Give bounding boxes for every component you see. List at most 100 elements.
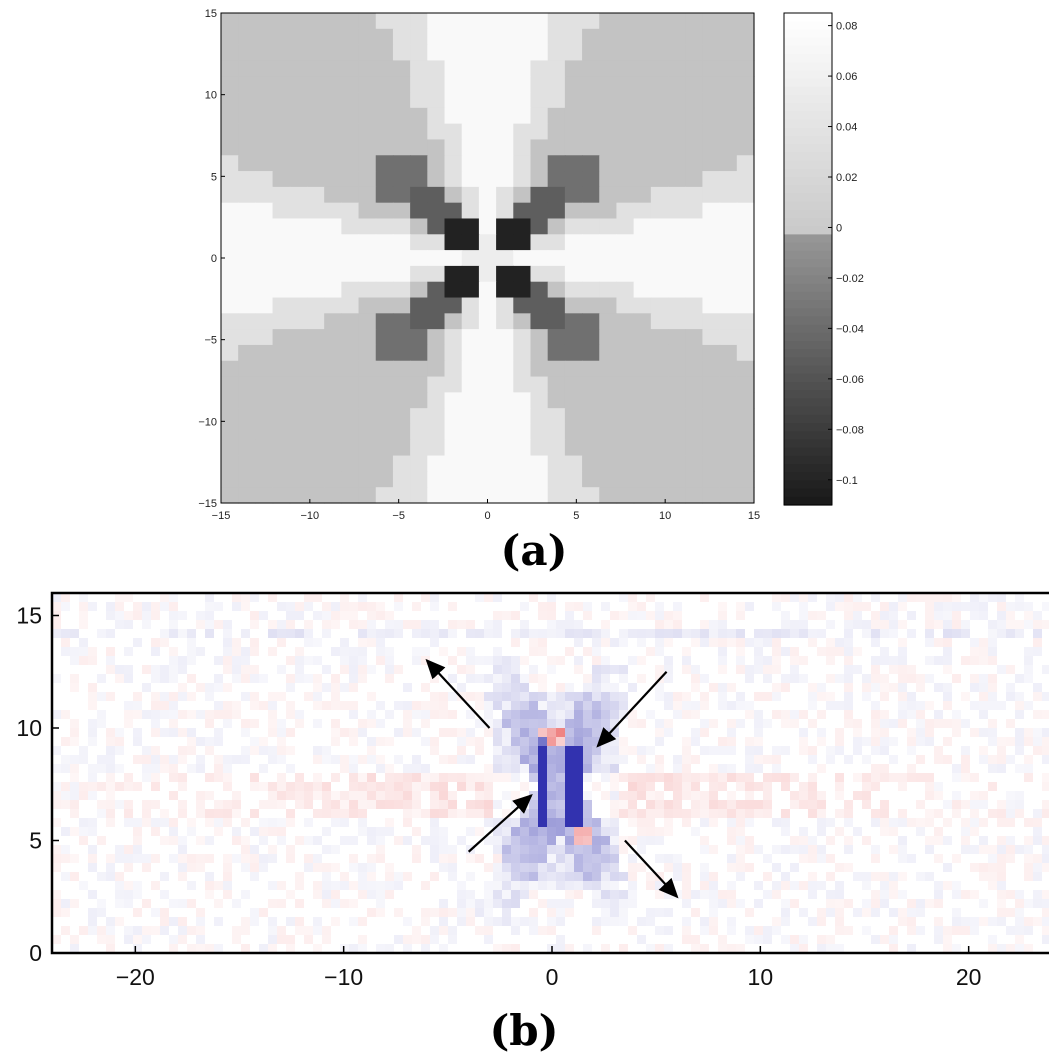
heatmap-cell: [736, 471, 755, 488]
heatmap-cell: [650, 234, 669, 251]
heatmap-cell: [306, 202, 325, 220]
heatmap-cell: [610, 710, 619, 719]
heatmap-cell: [646, 908, 655, 917]
heatmap-cell: [564, 344, 583, 362]
heatmap-cell: [513, 155, 532, 172]
heatmap-cell: [187, 710, 196, 719]
heatmap-cell: [466, 629, 475, 638]
heatmap-cell: [1033, 872, 1042, 881]
heatmap-cell: [1024, 926, 1033, 935]
heatmap-cell: [196, 755, 205, 764]
heatmap-cell: [322, 881, 331, 890]
heatmap-cell: [324, 202, 342, 220]
heatmap-cell: [238, 28, 256, 46]
heatmap-cell: [169, 773, 178, 782]
panel-a-heatmap-cells: [221, 13, 755, 504]
heatmap-cell: [582, 392, 600, 409]
heatmap-cell: [583, 809, 592, 818]
heatmap-cell: [582, 107, 600, 125]
heatmap-cell: [375, 234, 394, 251]
heatmap-cell: [484, 719, 493, 728]
heatmap-cell: [430, 791, 439, 800]
heatmap-cell: [151, 908, 160, 917]
heatmap-cell: [547, 611, 556, 620]
heatmap-cell: [979, 710, 988, 719]
heatmap-cell: [736, 656, 745, 665]
heatmap-cell: [255, 344, 274, 362]
heatmap-cell: [745, 701, 754, 710]
heatmap-cell: [685, 329, 704, 346]
heatmap-cell: [457, 890, 466, 899]
heatmap-cell: [439, 899, 448, 908]
heatmap-cell: [223, 683, 232, 692]
heatmap-cell: [250, 773, 259, 782]
heatmap-cell: [295, 647, 304, 656]
heatmap-cell: [221, 487, 239, 504]
heatmap-cell: [151, 800, 160, 809]
heatmap-cell: [70, 737, 79, 746]
heatmap-cell: [478, 155, 497, 172]
heatmap-cell: [754, 764, 763, 773]
heatmap-cell: [772, 773, 781, 782]
heatmap-cell: [988, 782, 997, 791]
heatmap-cell: [646, 773, 655, 782]
heatmap-cell: [835, 746, 844, 755]
heatmap-cell: [1024, 818, 1033, 827]
heatmap-cell: [961, 800, 970, 809]
heatmap-cell: [421, 881, 430, 890]
heatmap-cell: [633, 155, 652, 172]
heatmap-cell: [719, 92, 738, 109]
heatmap-cell: [943, 836, 952, 845]
heatmap-cell: [781, 818, 790, 827]
heatmap-cell: [616, 360, 635, 378]
heatmap-cell: [295, 881, 304, 890]
heatmap-cell: [394, 935, 403, 944]
heatmap-cell: [997, 629, 1006, 638]
heatmap-cell: [341, 44, 360, 62]
heatmap-cell: [277, 782, 286, 791]
heatmap-cell: [286, 935, 295, 944]
heatmap-cell: [668, 123, 686, 141]
heatmap-cell: [1024, 602, 1033, 611]
heatmap-cell: [691, 809, 700, 818]
heatmap-cell: [511, 710, 520, 719]
heatmap-cell: [934, 719, 943, 728]
heatmap-cell: [392, 392, 411, 409]
heatmap-cell: [979, 746, 988, 755]
heatmap-cell: [196, 647, 205, 656]
heatmap-cell: [115, 620, 124, 629]
heatmap-cell: [790, 593, 799, 602]
heatmap-cell: [556, 863, 565, 872]
colorbar-segment: [784, 398, 832, 408]
heatmap-cell: [214, 656, 223, 665]
heatmap-cell: [772, 917, 781, 926]
heatmap-cell: [61, 710, 70, 719]
heatmap-cell: [655, 620, 664, 629]
heatmap-cell: [637, 935, 646, 944]
heatmap-cell: [538, 611, 547, 620]
heatmap-cell: [511, 926, 520, 935]
heatmap-cell: [889, 935, 898, 944]
heatmap-cell: [702, 139, 721, 156]
heatmap-cell: [530, 439, 549, 457]
heatmap-cell: [979, 791, 988, 800]
heatmap-cell: [375, 139, 394, 156]
heatmap-cell: [169, 917, 178, 926]
heatmap-cell: [997, 611, 1006, 620]
heatmap-cell: [668, 171, 686, 188]
heatmap-cell: [529, 917, 538, 926]
heatmap-cell: [952, 674, 961, 683]
heatmap-cell: [610, 773, 619, 782]
heatmap-cell: [943, 593, 952, 602]
heatmap-cell: [513, 13, 532, 30]
heatmap-cell: [898, 647, 907, 656]
heatmap-cell: [403, 791, 412, 800]
heatmap-cell: [106, 944, 115, 953]
heatmap-cell: [907, 917, 916, 926]
heatmap-cell: [808, 881, 817, 890]
heatmap-cell: [475, 629, 484, 638]
heatmap-cell: [448, 809, 457, 818]
heatmap-cell: [529, 728, 538, 737]
heatmap-cell: [142, 854, 151, 863]
heatmap-cell: [530, 28, 549, 46]
